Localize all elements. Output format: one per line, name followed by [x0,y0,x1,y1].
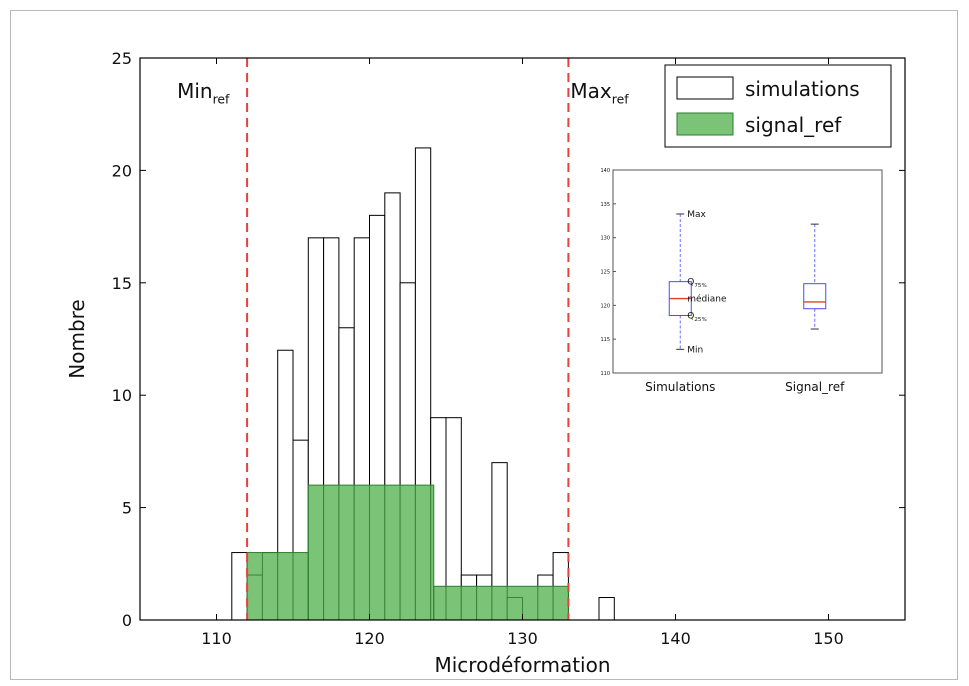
bar-simulations-0 [231,552,248,621]
inset-box-1 [803,283,827,310]
bar-signal-ref-1 [307,484,435,621]
reference-lines: Minref Maxref [177,58,629,620]
inset-y-tick-label-3: 125 [600,270,610,276]
bar-signal-ref-0 [246,552,309,621]
inset-annotation-2: médiane [687,294,727,305]
legend-swatch-signal-ref [676,112,734,136]
y-tick-label-5: 25 [112,49,132,68]
inset-category-label-0: Simulations [645,380,715,394]
ref-line-label-1-sub: ref [612,92,629,107]
y-tick-label-1: 5 [122,499,132,518]
inset-annotation-3: Q25% [687,311,707,323]
inset-y-tick-label-4: 130 [600,236,610,242]
y-axis-ticks: 0 5 10 15 20 25 [112,49,905,630]
x-tick-label-2: 130 [507,629,538,648]
ref-line-label-0-sub: ref [213,92,230,107]
y-tick-label-2: 10 [112,386,132,405]
inset-annotation-3-sub: 25% [694,317,706,323]
figure-frame [10,10,958,680]
inset-annotation-4: Min [687,345,703,355]
legend-label-simulations: simulations [745,77,860,101]
inset-annotation-1-sub: 75% [694,283,706,289]
inset-annotation-0-main: Max [687,210,706,220]
inset-plot-border [612,169,883,374]
inset-y-tick-label-1: 115 [600,337,610,343]
inset-annotation-2-main: médiane [687,294,727,305]
ref-line-label-0-main: Min [177,79,213,103]
bar-simulations-24 [598,597,615,621]
x-tick-label-0: 110 [201,629,232,648]
ref-line-label-1-main: Max [570,79,612,103]
inset-y-tick-label-2: 120 [600,303,610,309]
bar-signal-ref-2 [433,585,569,621]
inset-y-tick-label-6: 140 [600,168,610,174]
y-axis-label: Nombre [65,299,89,378]
legend: simulations signal_ref [664,64,892,148]
inset-annotation-1: Q75% [687,278,707,290]
ref-line-label-0: Minref [177,79,230,107]
y-tick-label-3: 15 [112,274,132,293]
inset-category-label-1: Signal_ref [785,380,845,394]
x-tick-label-3: 140 [660,629,691,648]
x-axis-label: Microdéformation [434,653,610,677]
ref-line-label-1: Maxref [570,79,629,107]
inset-annotation-0: Max [687,210,706,220]
inset-annotation-1-main: Q [687,278,694,288]
x-axis-ticks: 110 120 130 140 150 [201,58,844,648]
legend-swatch-simulations [676,76,734,100]
inset-annotation-3-main: Q [687,311,694,321]
y-tick-label-0: 0 [122,611,132,630]
inset-y-tick-label-5: 135 [600,202,610,208]
inset-annotation-4-main: Min [687,345,703,355]
legend-label-signal-ref: signal_ref [745,113,842,137]
x-tick-label-1: 120 [354,629,385,648]
signal-ref-bars [246,484,569,621]
x-tick-label-4: 150 [813,629,844,648]
y-tick-label-4: 20 [112,161,132,180]
inset-y-tick-label-0: 110 [600,371,610,377]
inset-boxplot: 110 115 120 125 130 135 140 Simulations Signal_r… [600,168,883,394]
